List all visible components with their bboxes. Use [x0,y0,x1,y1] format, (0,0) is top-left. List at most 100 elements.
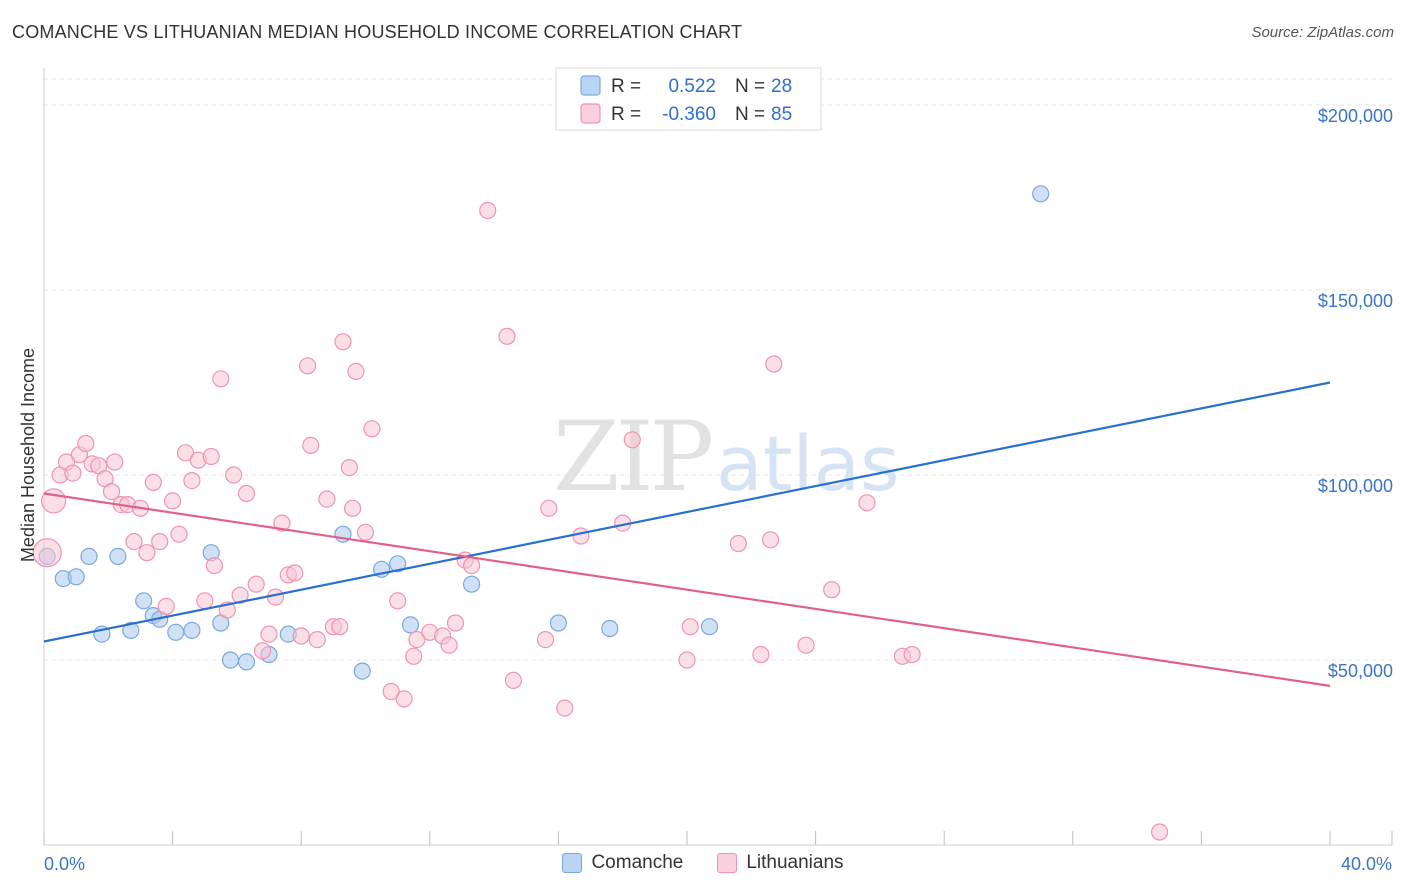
lithuanians-point [254,642,272,660]
lithuanians-point [273,514,291,532]
lithuanians-point [247,575,265,593]
lithuanians-point [231,586,249,604]
legend-swatch-lithuanians [580,103,601,124]
lithuanians-point [347,362,365,380]
y-tick-label: $200,000 [1318,106,1393,126]
lithuanians-point [286,564,304,582]
lithuanians-point [344,499,362,517]
watermark-zip: ZIP [553,401,712,513]
lithuanians-point [302,436,320,454]
lithuanians-point [395,690,413,708]
legend-swatch-comanche [580,75,601,96]
legend-r-label-1: R = [611,76,641,97]
lithuanians-point [446,614,465,632]
legend-label-comanche: Comanche [591,852,684,873]
legend-r-value-lithuanians: -0.360 [662,104,716,125]
legend-n-value-lithuanians: 85 [771,104,792,125]
lithuanians-point [144,473,162,491]
lithuanians-point [331,618,349,636]
lithuanians-point [157,597,175,616]
lithuanians-point [299,357,317,375]
legend-swatch-lithuanians-bottom [717,853,738,873]
legend-item-lithuanians[interactable]: Lithuanians [717,852,844,874]
lithuanians-point [903,645,921,664]
legend-n-label-2: N = [735,104,765,125]
lithuanians-point [623,431,641,449]
lithuanians-point [678,651,696,669]
comanche-point [389,555,407,573]
lithuanians-point [237,484,256,503]
comanche-point [601,619,619,638]
lithuanians-point [32,538,62,568]
x-tick-label-max: 40.0% [1341,854,1392,874]
y-tick-label: $150,000 [1318,291,1393,311]
lithuanians-point [205,556,223,575]
lithuanians-point [823,581,841,599]
lithuanians-point [408,630,426,649]
lithuanians-point [858,494,876,512]
legend-n-value-comanche: 28 [771,76,792,97]
lithuanians-point [125,532,143,551]
lithuanians-point [761,531,780,549]
chart-source: Source: ZipAtlas.com [1251,24,1394,41]
lithuanians-point [260,625,278,643]
lithuanians-point [340,459,358,477]
lithuanians-point [363,420,381,438]
lithuanians-point [389,592,407,610]
lithuanians-point [183,472,201,490]
legend-item-comanche[interactable]: Comanche [562,852,683,874]
comanche-point [401,616,420,634]
lithuanians-point [334,333,352,351]
lithuanians-point [440,636,458,654]
y-tick-label: $50,000 [1328,661,1393,681]
comanche-point [109,547,127,566]
lithuanians-point [498,327,516,345]
comanche-point [135,592,153,610]
y-axis-label: Median Household Income [18,348,38,562]
trend-lines [43,381,1331,687]
legend-swatch-comanche-bottom [562,853,583,873]
lithuanians-point [729,534,748,553]
comanche-point [463,575,481,593]
comanche-point [1032,185,1050,203]
comanche-trend-line [43,381,1331,643]
comanche-point [80,547,98,566]
lithuanians-point [504,671,523,690]
lithuanians-point [752,645,770,664]
lithuanians-point [170,525,188,543]
y-tick-label: $100,000 [1318,476,1393,496]
comanche-point [67,568,85,586]
lithuanians-point [77,434,95,453]
lithuanians-point [196,592,214,610]
chart-title: COMANCHE VS LITHUANIAN MEDIAN HOUSEHOLD … [12,22,743,42]
watermark-atlas: atlas [716,419,900,508]
lithuanians-point [536,630,555,649]
watermark: ZIP atlas [553,401,900,513]
lithuanians-point [463,556,481,575]
lithuanians-point [765,355,783,373]
lithuanians-point [151,532,169,551]
lithuanians-point [292,627,310,645]
legend-r-value-comanche: 0.522 [668,76,716,97]
comanche-point [549,614,568,632]
lithuanians-point [572,527,590,545]
legend-n-label-1: N = [735,76,765,97]
lithuanians-point [212,370,230,388]
lithuanians-point [797,636,815,654]
comanche-point [237,653,256,671]
grid-lines [44,78,1395,661]
lithuanians-point [138,544,156,562]
legend-label-lithuanians: Lithuanians [746,852,844,873]
lithuanians-point [64,464,82,482]
axes [43,68,1393,846]
comanche-point [167,623,185,641]
lithuanians-point [318,490,336,508]
lithuanians-point [556,699,574,717]
lithuanians-point [308,630,326,649]
comanche-point [700,618,719,636]
series-legend: Comanche Lithuanians [0,852,1406,874]
lithuanians-point [479,201,497,220]
y-tick-labels: $50,000 $100,000 $150,000 $200,000 [1318,106,1393,681]
lithuanians-point [176,444,195,462]
